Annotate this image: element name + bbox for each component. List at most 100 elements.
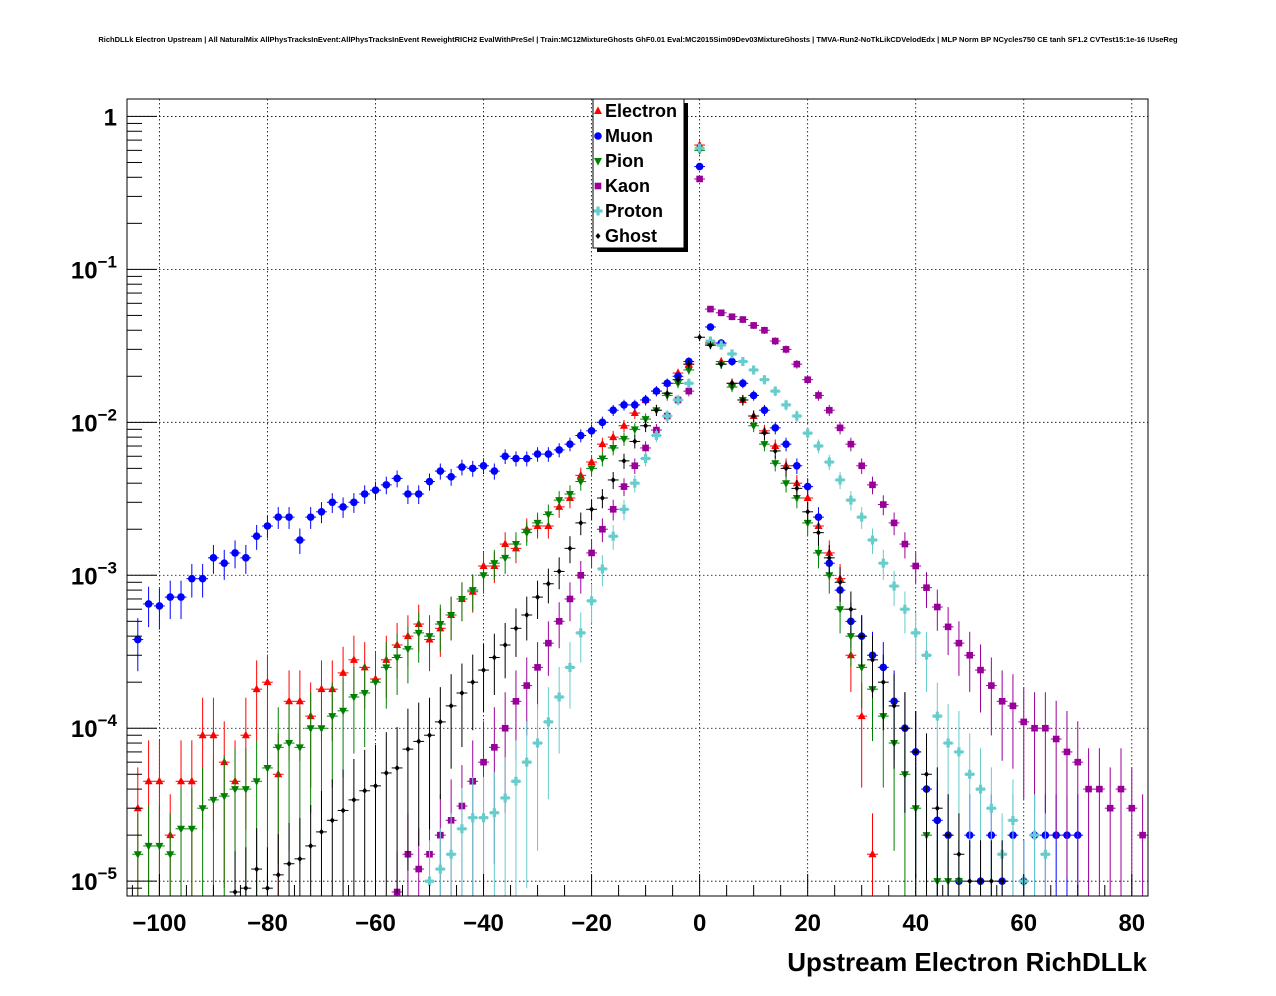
- point-electron: [598, 439, 607, 448]
- point-pion: [544, 511, 553, 519]
- point-pion: [490, 560, 499, 568]
- point-proton: [749, 365, 759, 375]
- point-ghost: [783, 465, 789, 472]
- point-electron: [501, 539, 510, 548]
- point-ghost: [718, 361, 724, 368]
- point-kaon: [534, 664, 541, 671]
- point-ghost: [805, 508, 811, 515]
- point-pion: [457, 595, 466, 604]
- point-electron: [263, 677, 272, 686]
- point-kaon: [545, 639, 552, 647]
- point-proton: [781, 400, 791, 410]
- point-electron: [630, 408, 639, 417]
- point-proton: [608, 531, 618, 541]
- point-ghost: [351, 796, 357, 803]
- point-proton: [900, 604, 910, 614]
- point-electron: [295, 696, 304, 705]
- y-tick-label: 10−1: [71, 252, 117, 284]
- point-proton: [446, 849, 456, 859]
- point-kaon: [955, 639, 963, 647]
- point-ghost: [772, 447, 778, 454]
- point-proton: [630, 478, 640, 488]
- y-tick-label: 10−5: [71, 864, 117, 896]
- point-kaon: [1106, 804, 1114, 812]
- point-proton: [425, 876, 435, 886]
- axes: [127, 115, 1133, 897]
- point-muon: [609, 406, 617, 415]
- point-proton: [673, 395, 683, 405]
- point-ghost: [437, 718, 443, 725]
- point-proton: [867, 535, 877, 545]
- legend-box: [592, 98, 685, 249]
- legend-marker-muon: [594, 132, 602, 140]
- point-muon: [382, 481, 391, 489]
- point-electron: [241, 730, 250, 739]
- point-proton: [543, 717, 553, 727]
- point-electron: [349, 655, 358, 663]
- point-muon: [134, 635, 142, 644]
- point-pion: [187, 825, 196, 834]
- point-proton: [716, 340, 726, 350]
- point-pion: [198, 805, 207, 813]
- point-muon: [144, 600, 153, 608]
- point-pion: [555, 497, 564, 505]
- point-kaon: [901, 540, 909, 548]
- series-layer: [132, 140, 1148, 896]
- point-muon: [350, 498, 358, 507]
- point-ghost: [318, 828, 324, 835]
- point-pion: [857, 664, 866, 672]
- point-kaon: [847, 440, 855, 448]
- point-electron: [803, 493, 812, 502]
- point-ghost: [405, 746, 411, 753]
- point-kaon: [944, 623, 952, 631]
- point-kaon: [761, 326, 768, 334]
- point-electron: [177, 776, 186, 785]
- point-ghost: [751, 412, 757, 419]
- y-tick-label: 10−3: [71, 558, 117, 590]
- point-pion: [403, 645, 412, 654]
- point-ghost: [448, 702, 454, 709]
- point-ghost: [578, 519, 584, 526]
- point-ghost: [470, 679, 476, 686]
- point-electron: [252, 684, 261, 693]
- point-pion: [220, 793, 229, 801]
- point-pion: [263, 764, 272, 773]
- point-muon: [436, 467, 445, 475]
- point-ghost: [848, 606, 854, 613]
- legend-label-kaon: Kaon: [605, 176, 650, 196]
- point-proton: [878, 558, 888, 568]
- point-ghost: [610, 476, 616, 483]
- point-muon: [576, 431, 585, 440]
- point-muon: [706, 323, 715, 331]
- point-kaon: [685, 387, 693, 395]
- point-pion: [782, 480, 791, 488]
- point-ghost: [372, 782, 378, 789]
- x-tick-label: −100: [132, 910, 186, 937]
- point-ghost: [675, 376, 681, 383]
- point-muon: [566, 440, 574, 448]
- point-electron: [609, 432, 618, 441]
- series-ghost: [229, 333, 1008, 896]
- point-muon: [479, 461, 488, 470]
- legend-marker-pion: [594, 158, 602, 166]
- point-proton: [641, 454, 651, 464]
- point-muon: [533, 450, 542, 458]
- point-proton: [619, 504, 629, 514]
- point-kaon: [501, 724, 509, 732]
- point-electron: [187, 776, 196, 785]
- x-tick-label: −80: [247, 910, 288, 937]
- point-kaon: [966, 651, 974, 659]
- point-pion: [436, 621, 445, 629]
- point-proton: [705, 336, 715, 346]
- point-proton: [651, 431, 661, 441]
- point-ghost: [967, 878, 973, 885]
- point-muon: [630, 401, 639, 409]
- point-muon: [771, 424, 780, 432]
- point-muon: [220, 559, 229, 567]
- point-pion: [749, 422, 758, 431]
- point-muon: [695, 162, 704, 171]
- point-muon: [620, 401, 628, 409]
- point-muon: [198, 574, 207, 583]
- point-proton: [1040, 849, 1050, 859]
